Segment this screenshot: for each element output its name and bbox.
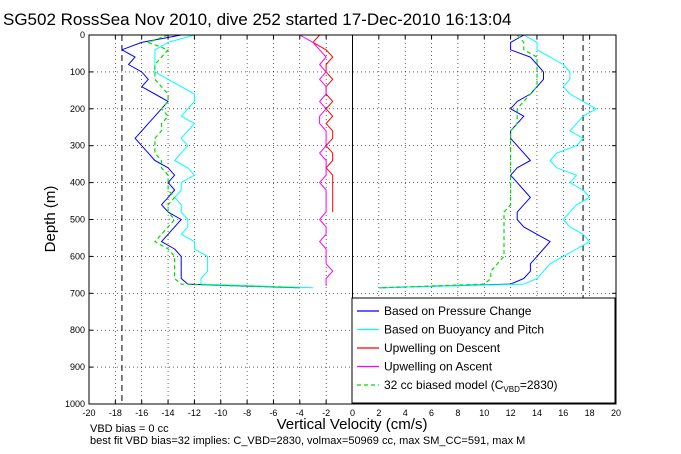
series-1-descent-line bbox=[154, 34, 314, 289]
y-tick-label: 1000 bbox=[65, 399, 85, 409]
y-tick-label: 300 bbox=[70, 141, 85, 151]
x-tick-label: 16 bbox=[558, 408, 568, 418]
legend-label-3: Upwelling on Ascent bbox=[384, 360, 493, 374]
series-group bbox=[121, 34, 597, 289]
y-tick-label: 0 bbox=[80, 30, 85, 40]
x-tick-label: 18 bbox=[585, 408, 595, 418]
y-tick-label: 600 bbox=[70, 251, 85, 261]
x-tick-label: -14 bbox=[162, 408, 175, 418]
x-tick-label: -6 bbox=[269, 408, 277, 418]
vbd-bias-note: VBD bias = 0 cc bbox=[90, 423, 169, 435]
y-tick-label: 700 bbox=[70, 288, 85, 298]
x-tick-label: 12 bbox=[506, 408, 516, 418]
x-tick-label: -16 bbox=[135, 408, 148, 418]
series-0-ascent-line bbox=[378, 34, 551, 289]
series-2-profile-line bbox=[312, 34, 334, 213]
series-3-profile-line bbox=[299, 34, 334, 286]
y-tick-label: 400 bbox=[70, 178, 85, 188]
x-tick-label: -20 bbox=[82, 408, 95, 418]
x-tick-label: -10 bbox=[214, 408, 227, 418]
x-tick-label: -18 bbox=[109, 408, 122, 418]
x-tick-label: 2 bbox=[376, 408, 381, 418]
chart-title: SG502 RossSea Nov 2010, dive 252 started… bbox=[3, 10, 511, 29]
y-tick-labels: 0 100 200 300 400 500 600 700 800 900 1000 bbox=[65, 30, 616, 409]
y-tick-label: 200 bbox=[70, 104, 85, 114]
x-tick-label: 8 bbox=[455, 408, 460, 418]
best-fit-note: best fit VBD bias=32 implies: C_VBD=2830… bbox=[90, 435, 525, 447]
legend: Based on Pressure Change Based on Buoyanc… bbox=[351, 297, 616, 404]
x-tick-label: -12 bbox=[188, 408, 201, 418]
legend-box bbox=[351, 297, 616, 404]
x-axis-label: Vertical Velocity (cm/s) bbox=[277, 416, 428, 433]
series-4-descent-line bbox=[147, 34, 300, 289]
x-tick-label: 4 bbox=[403, 408, 408, 418]
legend-label-4: 32 cc biased model (CVBD=2830) bbox=[384, 378, 558, 394]
x-tick-label: -2 bbox=[322, 408, 330, 418]
x-tick-label: 6 bbox=[429, 408, 434, 418]
y-axis-label: Depth (m) bbox=[42, 186, 59, 253]
x-tick-labels: -20 -18 -16 -14 -12 -10 -8 -6 -4 -2 0 2 4 6 8 10 12 14 16 1… bbox=[82, 35, 621, 418]
legend-label-1: Based on Buoyancy and Pitch bbox=[384, 323, 544, 337]
series-4-ascent-line bbox=[378, 34, 538, 289]
y-tick-label: 800 bbox=[70, 325, 85, 335]
x-tick-label: 10 bbox=[479, 408, 489, 418]
x-tick-label: -4 bbox=[296, 408, 304, 418]
series-0-descent-line bbox=[121, 34, 300, 289]
legend-label-2: Upwelling on Descent bbox=[384, 341, 501, 355]
x-tick-label: 14 bbox=[532, 408, 542, 418]
series-1-ascent-line bbox=[378, 34, 597, 289]
y-tick-label: 900 bbox=[70, 362, 85, 372]
y-tick-label: 100 bbox=[70, 67, 85, 77]
legend-label-0: Based on Pressure Change bbox=[384, 304, 532, 318]
y-tick-label: 500 bbox=[70, 215, 85, 225]
x-tick-label: 20 bbox=[611, 408, 621, 418]
x-tick-label: -8 bbox=[243, 408, 251, 418]
x-tick-label: 0 bbox=[350, 408, 355, 418]
